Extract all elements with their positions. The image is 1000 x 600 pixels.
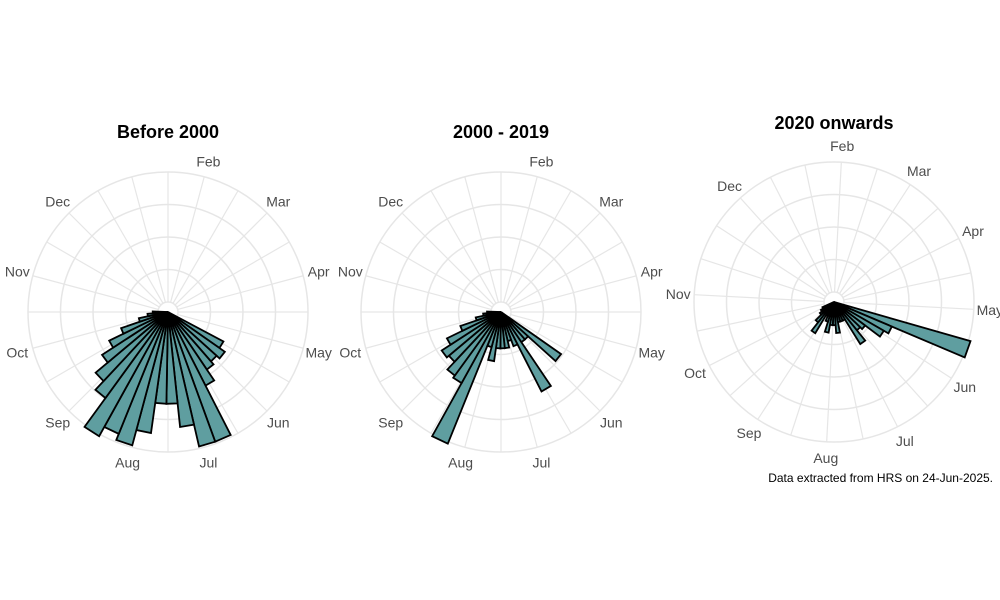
month-label-apr: Apr: [962, 223, 984, 239]
grid-spoke: [838, 184, 911, 294]
grid-spoke: [836, 168, 878, 293]
grid-spoke: [739, 197, 828, 295]
grid-spoke: [838, 310, 899, 428]
polar-plot: Dec Feb Mar Apr May Jun Jul Aug Sep Oct Nov: [666, 138, 1000, 466]
grid-spoke: [696, 303, 825, 332]
month-label-oct: Oct: [6, 344, 28, 360]
month-label-sep: Sep: [45, 414, 70, 430]
polar-plot: Feb Mar Apr May Jun Jul Aug Sep Oct Nov Dec: [5, 153, 332, 470]
grid-spoke: [32, 275, 159, 310]
grid-ring: [693, 161, 975, 443]
grid-spoke: [769, 176, 830, 294]
grid-ring: [758, 226, 910, 378]
grid-spoke: [365, 275, 492, 310]
month-label-aug: Aug: [448, 455, 473, 471]
panel-before-2000: Before 2000 Feb Mar Apr May Jun Jul Aug Sep Oct N…: [5, 122, 332, 471]
grid-spoke: [172, 190, 239, 304]
month-label-mar: Mar: [266, 194, 290, 210]
panel-title: 2020 onwards: [774, 113, 893, 133]
month-label-dec: Dec: [378, 194, 403, 210]
grid-ring: [725, 193, 943, 411]
grid-spoke: [379, 241, 493, 308]
month-label-apr: Apr: [308, 264, 330, 280]
grid-spoke: [68, 212, 162, 306]
month-label-mar: Mar: [599, 194, 623, 210]
grid-spoke: [729, 308, 827, 397]
grid-spoke: [505, 190, 572, 304]
grid-spoke: [843, 301, 974, 310]
grid-spoke: [708, 306, 826, 367]
grid-spoke: [177, 275, 304, 310]
bar-oct-wk2: [486, 310, 502, 315]
month-label-apr: Apr: [641, 264, 663, 280]
grid-spoke: [401, 212, 495, 306]
grid-ring: [790, 258, 878, 346]
grid-spoke: [716, 225, 826, 298]
grid-spoke: [507, 212, 601, 306]
grid-spoke: [843, 272, 972, 301]
month-label-oct: Oct: [339, 344, 361, 360]
month-label-jun: Jun: [267, 414, 290, 430]
grid-spoke: [32, 314, 159, 349]
panel-2020-onwards: 2020 onwards Dec Feb Mar Apr May Jun Jul Aug Sep…: [666, 113, 1000, 466]
grid-spoke: [841, 207, 939, 296]
grid-spoke: [176, 241, 290, 308]
grid-spoke: [694, 294, 825, 303]
grid-spoke: [700, 258, 825, 300]
grid-spoke: [174, 212, 268, 306]
grid-spoke: [170, 176, 205, 303]
month-label-dec: Dec: [717, 178, 742, 194]
month-label-dec: Dec: [45, 194, 70, 210]
grid-spoke: [503, 321, 538, 448]
grid-spoke: [503, 176, 538, 303]
month-label-nov: Nov: [666, 286, 691, 302]
grid-spoke: [365, 314, 492, 349]
month-label-may: May: [305, 344, 331, 360]
month-label-jun: Jun: [954, 379, 977, 395]
month-label-oct: Oct: [684, 365, 706, 381]
month-label-aug: Aug: [813, 450, 838, 466]
bar-oct-wk2: [151, 310, 169, 315]
grid-spoke: [464, 176, 499, 303]
month-label-jul: Jul: [896, 433, 914, 449]
month-label-nov: Nov: [5, 264, 30, 280]
bar-jun-wk1: [500, 311, 553, 393]
month-label-may: May: [638, 344, 664, 360]
month-label-jul: Jul: [199, 455, 217, 471]
grid-spoke: [430, 190, 497, 304]
grid-spoke: [177, 314, 304, 349]
grid-spoke: [509, 316, 623, 383]
bar-jun-wk2: [833, 301, 867, 346]
month-label-nov: Nov: [338, 264, 363, 280]
month-label-feb: Feb: [529, 153, 553, 169]
month-label-feb: Feb: [830, 138, 854, 154]
month-label-jul: Jul: [532, 455, 550, 471]
grid-spoke: [46, 241, 160, 308]
month-label-may: May: [977, 302, 1000, 318]
grid-spoke: [510, 314, 637, 349]
grid-spoke: [804, 164, 833, 293]
month-label-sep: Sep: [378, 414, 403, 430]
month-label-sep: Sep: [737, 425, 762, 441]
grid-spoke: [833, 162, 842, 293]
month-label-jun: Jun: [600, 414, 623, 430]
grid-spoke: [826, 311, 835, 442]
panel-2000-2019: 2000 - 2019 Feb Mar Apr May Jun Jul Aug Sep Oct N…: [338, 122, 665, 471]
month-label-aug: Aug: [115, 455, 140, 471]
panel-title: 2000 - 2019: [453, 122, 549, 142]
panel-title: Before 2000: [117, 122, 219, 142]
month-label-mar: Mar: [907, 163, 931, 179]
bar-sep-wk4: [821, 301, 835, 310]
month-label-feb: Feb: [196, 153, 220, 169]
grid-spoke: [97, 190, 164, 304]
grid-spoke: [842, 237, 960, 298]
grid-spoke: [510, 275, 637, 310]
polar-plot: Feb Mar Apr May Jun Jul Aug Sep Oct Nov Dec: [338, 153, 665, 470]
grid-spoke: [509, 241, 623, 308]
grid-spoke: [131, 176, 166, 303]
data-source-caption: Data extracted from HRS on 24-Jun-2025.: [768, 471, 993, 485]
